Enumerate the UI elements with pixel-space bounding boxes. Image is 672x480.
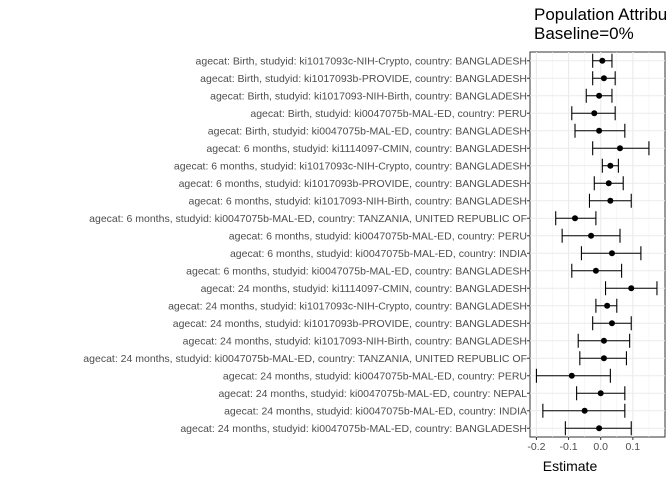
estimate-point	[568, 372, 575, 379]
estimate-row	[580, 246, 642, 261]
y-tick-label: agecat: 6 months, studyid: ki1017093-NIH…	[189, 195, 528, 207]
estimate-point	[608, 320, 615, 327]
chart-title: Population Attribu Baseline=0%	[534, 5, 667, 43]
estimate-row	[564, 421, 632, 436]
estimate-point	[604, 302, 611, 309]
estimate-row	[542, 403, 626, 418]
estimate-row	[592, 53, 613, 68]
estimate-point	[607, 162, 614, 169]
y-tick-label: agecat: 6 months, studyid: ki0047075b-MA…	[230, 248, 527, 260]
estimate-point	[581, 407, 588, 414]
estimate-point	[592, 267, 599, 274]
estimate-point	[591, 110, 598, 117]
estimate-point	[597, 390, 604, 397]
y-tick-label: agecat: Birth, studyid: ki1017093-NIH-Bi…	[210, 90, 527, 102]
estimate-row	[593, 176, 624, 191]
estimate-row	[561, 228, 621, 243]
estimate-point	[600, 337, 607, 344]
estimate-row	[588, 193, 632, 208]
estimate-row	[574, 123, 626, 138]
estimate-row	[592, 71, 616, 86]
y-tick-label: agecat: Birth, studyid: ki0047075b-MAL-E…	[250, 108, 527, 120]
y-axis-labels: agecat: Birth, studyid: ki1017093c-NIH-C…	[83, 55, 530, 435]
x-tick-label: -0.2	[527, 441, 545, 453]
estimate-row	[571, 263, 623, 278]
estimate-point	[617, 145, 623, 152]
y-tick-label: agecat: 24 months, studyid: ki1017093-NI…	[183, 335, 527, 347]
y-tick-label: agecat: Birth, studyid: ki0047075b-MAL-E…	[208, 125, 527, 137]
estimate-row	[579, 351, 627, 366]
data-rows	[535, 53, 658, 436]
estimate-row	[577, 333, 631, 348]
estimate-point	[600, 355, 607, 362]
y-tick-label: agecat: 6 months, studyid: ki1017093c-NI…	[174, 160, 527, 172]
y-tick-label: agecat: 6 months, studyid: ki0047075b-MA…	[229, 230, 527, 242]
x-axis-title: Estimate	[543, 458, 598, 474]
estimate-point	[628, 285, 635, 292]
estimate-row	[585, 88, 613, 103]
estimate-point	[588, 232, 595, 239]
estimate-point	[596, 92, 603, 99]
estimate-row	[604, 281, 658, 296]
estimate-row	[571, 106, 616, 121]
y-tick-label: agecat: 24 months, studyid: ki1114097-CM…	[201, 283, 527, 295]
estimate-point	[608, 250, 615, 257]
y-tick-label: agecat: 6 months, studyid: ki0047075b-MA…	[89, 213, 527, 225]
estimate-row	[535, 368, 611, 383]
estimate-point	[600, 75, 607, 82]
y-tick-label: agecat: 24 months, studyid: ki0047075b-M…	[218, 388, 527, 400]
y-tick-label: agecat: 6 months, studyid: ki1114097-CMI…	[206, 143, 527, 155]
y-tick-label: agecat: Birth, studyid: ki1017093b-PROVI…	[200, 73, 527, 85]
plot-panel	[529, 51, 666, 438]
chart-title-line: Population Attribu	[534, 5, 668, 24]
y-tick-label: agecat: 6 months, studyid: ki1017093b-PR…	[179, 178, 527, 190]
estimate-point	[599, 57, 606, 64]
x-axis: -0.2 -0.1 0.0 0.1	[527, 437, 640, 453]
estimate-point	[607, 197, 614, 204]
y-tick-label: agecat: 24 months, studyid: ki1017093b-P…	[173, 318, 527, 330]
y-tick-label: agecat: 6 months, studyid: ki0047075b-MA…	[186, 265, 527, 277]
estimate-point	[572, 215, 578, 222]
estimate-row	[555, 211, 597, 226]
estimate-row	[576, 386, 626, 401]
estimate-point	[596, 425, 603, 432]
x-tick-label: 0.0	[593, 441, 608, 453]
chart-subtitle: Baseline=0%	[534, 24, 634, 43]
y-tick-label: agecat: 24 months, studyid: ki1017093c-N…	[168, 300, 527, 312]
estimate-row	[595, 298, 618, 313]
y-tick-label: agecat: 24 months, studyid: ki0047075b-M…	[180, 423, 527, 435]
estimate-row	[592, 316, 632, 331]
x-tick-label: -0.1	[560, 441, 578, 453]
estimate-row	[601, 158, 619, 173]
y-tick-label: agecat: Birth, studyid: ki1017093c-NIH-C…	[196, 55, 527, 67]
estimate-row	[592, 141, 650, 156]
x-tick-label: 0.1	[626, 441, 641, 453]
estimate-point	[605, 180, 612, 187]
y-tick-label: agecat: 24 months, studyid: ki0047075b-M…	[83, 353, 527, 365]
estimate-point	[596, 127, 603, 134]
y-tick-label: agecat: 24 months, studyid: ki0047075b-M…	[223, 370, 527, 382]
y-tick-label: agecat: 24 months, studyid: ki0047075b-M…	[224, 405, 527, 417]
